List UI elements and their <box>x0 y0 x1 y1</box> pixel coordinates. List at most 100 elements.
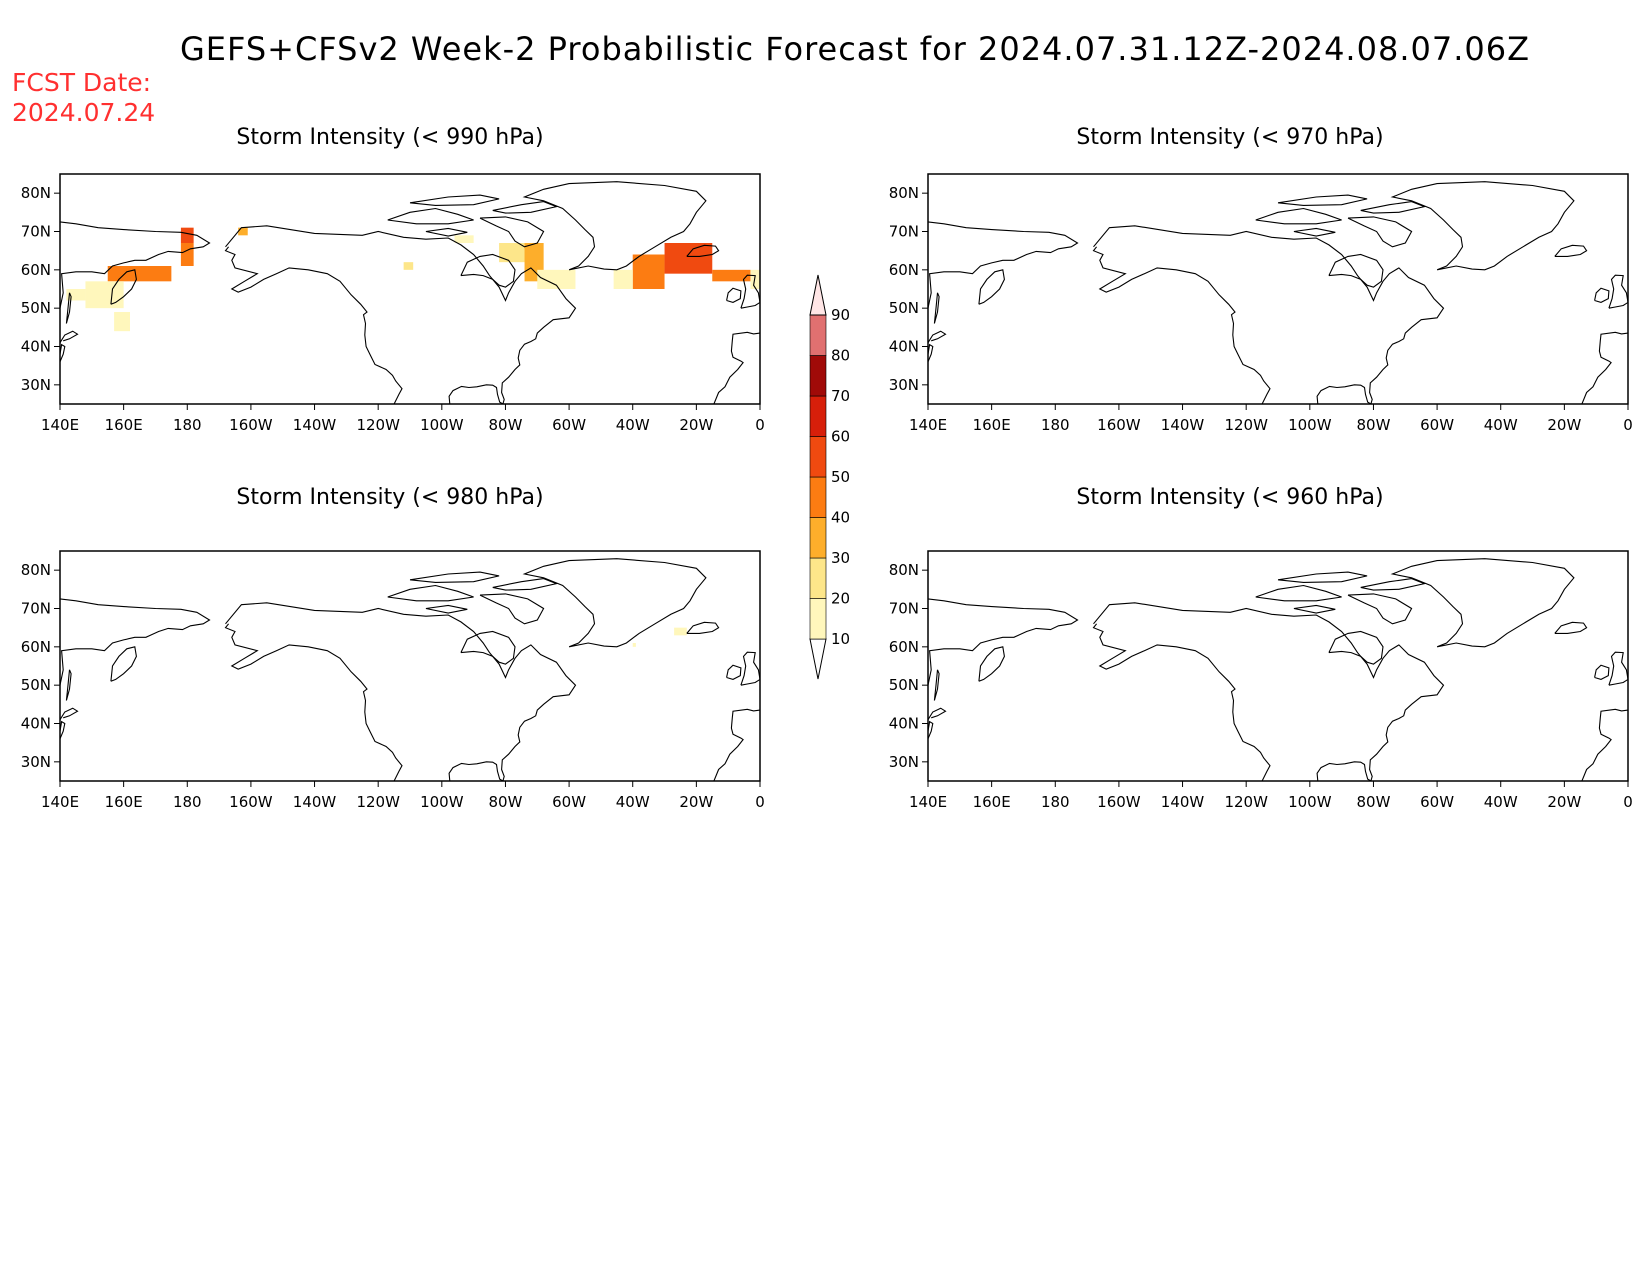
map-frame <box>927 173 1629 405</box>
lat-tick-label: 70N <box>21 600 51 618</box>
lon-tick-label: 0 <box>755 416 765 434</box>
coastline <box>1328 253 1384 288</box>
lat-tick-label: 80N <box>21 184 51 202</box>
coastline <box>686 621 720 634</box>
coastline <box>60 707 79 720</box>
lat-tick-label: 40N <box>21 715 51 733</box>
lat-tick-label: 40N <box>889 338 919 356</box>
coastline <box>1390 181 1575 271</box>
legend-label: 60 <box>831 428 850 446</box>
coastline <box>522 558 707 648</box>
probability-cell <box>107 266 172 282</box>
legend-label: 90 <box>831 306 850 324</box>
lon-tick-label: 140E <box>41 416 79 434</box>
lon-tick-label: 140E <box>909 416 947 434</box>
forecast-date-value: 2024.07.24 <box>12 98 156 127</box>
legend-label: 50 <box>831 468 850 486</box>
coastline <box>387 207 474 225</box>
probability-cell <box>632 254 665 289</box>
legend-swatch <box>809 436 827 478</box>
coastline <box>224 246 403 404</box>
coastline <box>1594 287 1610 303</box>
lon-tick-label: 40W <box>1484 416 1518 434</box>
lon-tick-label: 100W <box>1288 793 1332 811</box>
lon-tick-label: 160E <box>973 793 1011 811</box>
coastline <box>1277 571 1368 583</box>
lat-tick-label: 60N <box>21 261 51 279</box>
lat-tick-label: 50N <box>889 299 919 317</box>
lon-tick-label: 0 <box>1623 793 1633 811</box>
coastline <box>60 221 211 309</box>
forecast-date: FCST Date: 2024.07.24 <box>12 68 155 128</box>
coastline <box>713 331 760 404</box>
coastline <box>225 225 577 404</box>
coastline <box>1347 593 1413 625</box>
lat-tick-label: 60N <box>21 638 51 656</box>
probability-cell <box>712 269 751 282</box>
lon-tick-label: 40W <box>616 793 650 811</box>
coastline <box>1092 246 1271 404</box>
lon-tick-label: 140W <box>1161 793 1205 811</box>
lat-tick-label: 40N <box>889 715 919 733</box>
probability-cell <box>537 269 576 289</box>
coastline <box>928 343 934 363</box>
lon-tick-label: 20W <box>679 416 713 434</box>
panel-title-980: Storm Intensity (< 980 hPa) <box>236 485 544 510</box>
coastline <box>686 244 720 257</box>
lon-tick-label: 160W <box>229 793 273 811</box>
lon-tick-label: 0 <box>755 793 765 811</box>
legend-swatch <box>809 355 827 397</box>
lon-tick-label: 140W <box>293 793 337 811</box>
lon-tick-label: 180 <box>1041 416 1070 434</box>
lat-tick-label: 70N <box>889 223 919 241</box>
probability-cell <box>613 269 633 289</box>
coastline <box>933 292 940 324</box>
lat-tick-label: 30N <box>889 753 919 771</box>
coastline <box>110 646 137 682</box>
legend-label: 30 <box>831 549 850 567</box>
lat-tick-label: 30N <box>21 753 51 771</box>
legend-swatch <box>809 557 827 599</box>
forecast-date-label: FCST Date: <box>12 68 152 97</box>
coastline <box>740 651 760 686</box>
lon-tick-label: 160E <box>973 416 1011 434</box>
coastline <box>60 343 66 363</box>
legend-swatch <box>809 395 827 437</box>
lat-tick-label: 60N <box>889 261 919 279</box>
coastline <box>933 669 940 701</box>
lon-tick-label: 60W <box>1420 793 1454 811</box>
lon-tick-label: 80W <box>1356 416 1390 434</box>
coastline <box>479 593 545 625</box>
lon-tick-label: 20W <box>679 793 713 811</box>
coastline <box>1255 207 1342 225</box>
map-frame <box>59 550 761 782</box>
main-title: GEFS+CFSv2 Week-2 Probabilistic Forecast… <box>179 30 1531 68</box>
lat-tick-label: 50N <box>21 676 51 694</box>
coastline <box>1608 274 1628 309</box>
lon-tick-label: 40W <box>616 416 650 434</box>
lon-tick-label: 160E <box>105 793 143 811</box>
lat-tick-label: 80N <box>889 561 919 579</box>
coastline <box>1554 244 1588 257</box>
lat-tick-label: 70N <box>21 223 51 241</box>
coastline <box>726 664 742 680</box>
coastline <box>1554 621 1588 634</box>
coastline <box>740 274 760 309</box>
lon-tick-label: 180 <box>173 793 202 811</box>
lon-tick-label: 60W <box>1420 416 1454 434</box>
lon-tick-label: 140W <box>293 416 337 434</box>
legend-swatch <box>809 314 827 356</box>
coastline <box>492 201 559 214</box>
coastline <box>65 669 72 701</box>
probability-cell <box>238 227 248 236</box>
coastline <box>409 194 500 206</box>
probability-cell <box>750 269 760 289</box>
coastline <box>522 181 707 271</box>
coastline <box>1581 708 1628 781</box>
map-frame <box>927 550 1629 782</box>
lon-tick-label: 180 <box>1041 793 1070 811</box>
legend-upper-arrow <box>809 274 827 316</box>
